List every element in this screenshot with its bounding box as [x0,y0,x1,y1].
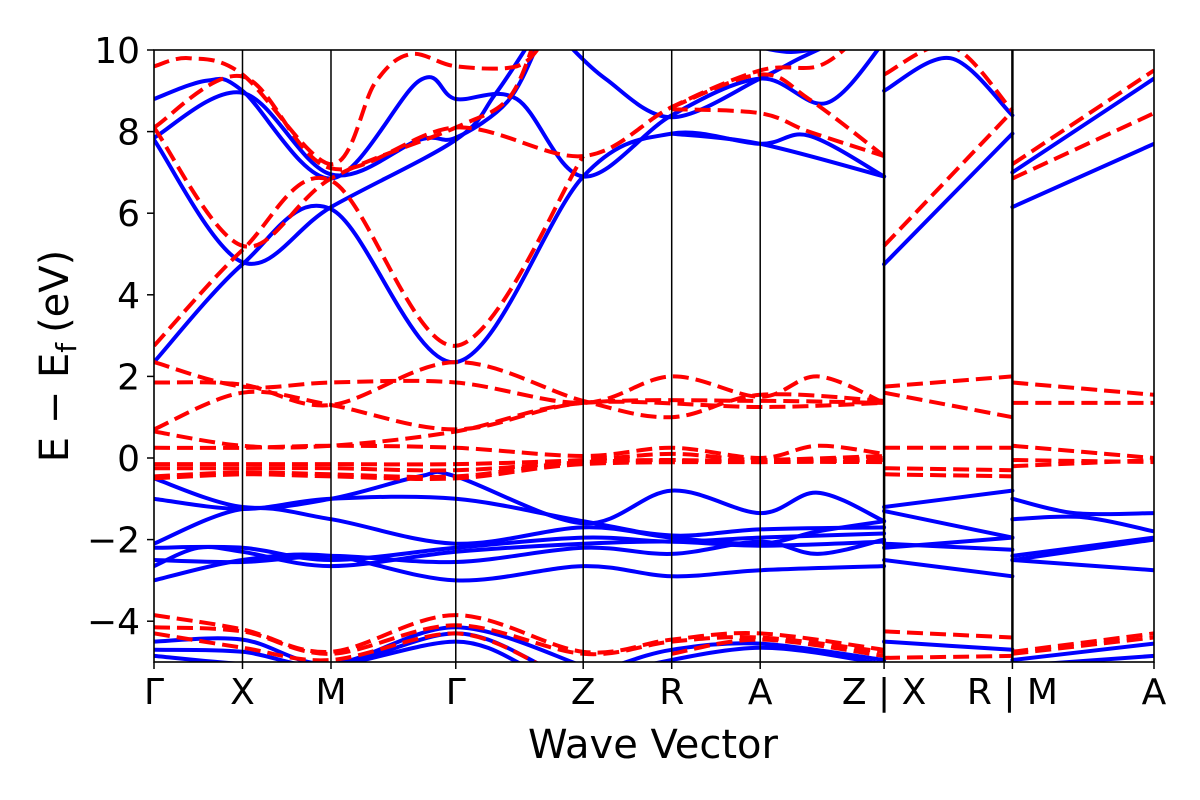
y-tick-label: 0 [117,439,140,480]
dashed-band-10 [154,360,885,405]
solid-band-26 [1010,537,1154,562]
y-tick-label: −2 [87,521,140,562]
dashed-band-0 [154,50,540,167]
dashed-band-9 [1011,111,1154,181]
dashed-band-25 [884,472,1013,479]
dashed-band-26 [1012,443,1154,460]
y-axis-label: E − Ef (eV) [32,250,83,463]
x-tick-label: X [230,672,255,713]
y-axis-ticks: −4 −2 0 2 4 6 8 10 [87,31,154,643]
solid-band-13 [154,505,887,546]
dashed-band-34 [884,653,1013,660]
dashed-band-33 [884,629,1013,640]
solid-band-2 [154,50,528,266]
x-tick-label: Z [571,672,596,713]
solid-band-19 [882,509,1015,540]
y-tick-label: −4 [87,602,140,643]
solid-band-24 [1010,514,1154,534]
x-tick-label: M [315,672,346,713]
solid-band-35 [1041,653,1154,662]
y-tick-label: 4 [117,276,140,317]
dashed-band-27 [1012,458,1154,465]
solid-band-25 [1010,535,1154,558]
dashed-band-2 [154,50,534,249]
y-axis-label-main: E − E [32,353,78,463]
dashed-band-6 [883,50,1014,113]
dashed-band-18 [154,443,885,461]
dashed-band-30 [154,623,885,657]
solid-band-7 [882,56,1015,118]
y-tick-label: 6 [117,194,140,235]
solid-band-28 [154,625,578,662]
solid-band-4 [570,50,823,120]
x-tick-label: R [659,672,684,713]
plot-frame [153,49,1155,663]
dashed-band-31 [154,631,540,662]
dashed-band-32 [671,637,885,658]
dashed-band-1 [154,50,847,172]
solid-band-22 [882,558,1015,579]
x-tick-label: A [748,672,773,713]
y-axis-label-unit: (eV) [32,250,78,333]
solid-band-8 [882,131,1015,267]
solid-band-16 [154,539,887,569]
solid-band-17 [154,552,887,583]
solid-band-3 [154,130,887,365]
x-tick-label: Γ [144,672,164,713]
solid-band-18 [882,488,1015,509]
dashed-band-7 [882,109,1014,248]
y-axis-label-subscript: f [50,342,83,353]
solid-band-10 [1010,141,1154,210]
solid-band-11 [154,469,887,526]
dashed-band-12 [154,389,885,432]
band-lines [154,50,1154,662]
dashed-band-3 [154,154,585,348]
solid-band-34 [1010,641,1154,662]
x-axis-ticks: Γ X M Γ Z R A Z | X R | M A [144,662,1167,713]
x-tick-label: R | M [967,672,1058,713]
kpoint-divider-lines [241,50,1014,662]
dashed-band-8 [1011,68,1154,166]
dashed-band-28 [1012,458,1154,469]
dashed-band-14 [883,374,1013,389]
solid-band-9 [1010,76,1154,175]
y-tick-label: 2 [117,357,140,398]
solid-band-5 [763,50,820,54]
dashed-band-5 [670,72,886,158]
dashed-band-22 [154,459,885,482]
dashed-band-16 [1012,380,1154,397]
y-tick-label: 10 [94,31,140,72]
y-tick-label: 8 [117,113,140,154]
solid-band-23 [1010,496,1154,517]
dashed-band-21 [154,454,885,480]
x-tick-label: A [1142,672,1167,713]
dashed-band-35 [1012,631,1154,654]
solid-band-33 [882,639,1015,652]
dashed-band-11 [154,360,885,420]
x-tick-label: Γ [446,672,466,713]
solid-band-15 [154,537,887,565]
x-axis-label: Wave Vector [528,722,779,768]
solid-band-20 [882,535,1015,550]
solid-band-21 [882,541,1015,552]
dashed-band-15 [883,390,1013,420]
dashed-band-36 [1012,635,1154,656]
dashed-band-13 [154,399,885,450]
x-tick-label: Z | X [842,672,926,713]
solid-band-27 [1010,558,1154,573]
dashed-band-4 [671,107,885,159]
dashed-band-24 [884,466,1013,473]
